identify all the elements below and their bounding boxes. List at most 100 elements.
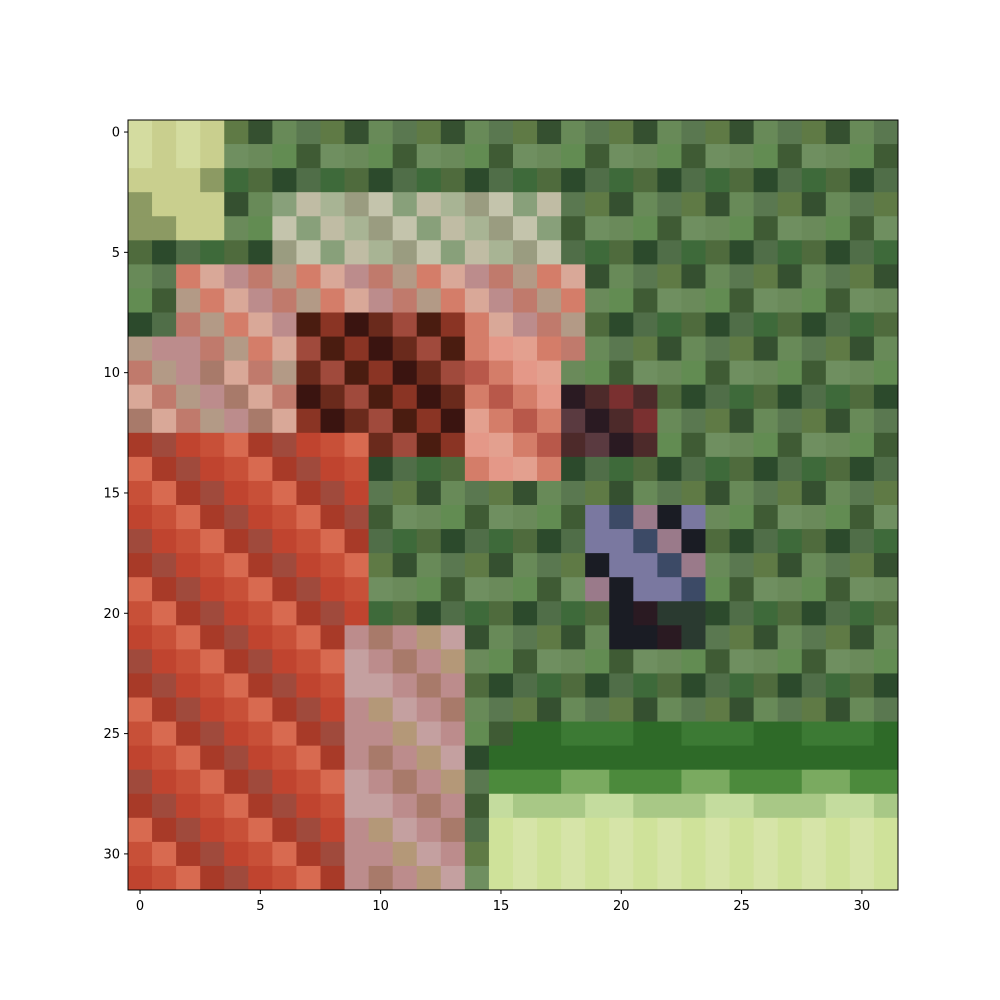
image-pixel (826, 818, 850, 842)
image-pixel (345, 481, 369, 505)
image-pixel (393, 361, 417, 385)
image-pixel (754, 385, 778, 409)
image-pixel (561, 457, 585, 481)
image-pixel (778, 144, 802, 168)
image-pixel (200, 288, 224, 312)
image-pixel (802, 866, 826, 890)
image-pixel (200, 240, 224, 264)
image-pixel (224, 818, 248, 842)
image-pixel (513, 577, 537, 601)
image-pixel (345, 577, 369, 601)
image-pixel (585, 313, 609, 337)
image-pixel (633, 385, 657, 409)
image-pixel (609, 192, 633, 216)
image-pixel (730, 746, 754, 770)
image-pixel (224, 794, 248, 818)
image-pixel (561, 625, 585, 649)
image-pixel (369, 433, 393, 457)
image-pixel (537, 866, 561, 890)
image-pixel (778, 120, 802, 144)
image-pixel (321, 409, 345, 433)
image-pixel (248, 264, 272, 288)
image-pixel (585, 168, 609, 192)
image-pixel (826, 457, 850, 481)
image-pixel (537, 529, 561, 553)
image-pixel (609, 264, 633, 288)
image-pixel (754, 313, 778, 337)
image-pixel (730, 192, 754, 216)
image-pixel (176, 818, 200, 842)
image-pixel (706, 625, 730, 649)
image-pixel (850, 529, 874, 553)
image-pixel (609, 313, 633, 337)
image-pixel (200, 192, 224, 216)
image-pixel (272, 168, 296, 192)
image-pixel (754, 216, 778, 240)
image-pixel (681, 264, 705, 288)
image-pixel (537, 625, 561, 649)
image-pixel (272, 601, 296, 625)
image-pixel (850, 673, 874, 697)
image-pixel (802, 313, 826, 337)
image-pixel (513, 529, 537, 553)
image-pixel (754, 601, 778, 625)
image-pixel (296, 216, 320, 240)
image-pixel (778, 529, 802, 553)
image-pixel (417, 601, 441, 625)
image-pixel (369, 144, 393, 168)
image-pixel (200, 649, 224, 673)
image-pixel (778, 505, 802, 529)
image-pixel (369, 698, 393, 722)
image-pixel (561, 866, 585, 890)
image-pixel (393, 625, 417, 649)
image-pixel (537, 288, 561, 312)
image-pixel (657, 216, 681, 240)
image-pixel (321, 313, 345, 337)
image-pixel (224, 192, 248, 216)
image-pixel (296, 649, 320, 673)
image-pixel (393, 505, 417, 529)
image-pixel (633, 842, 657, 866)
image-pixel (417, 240, 441, 264)
image-pixel (369, 457, 393, 481)
image-pixel (176, 505, 200, 529)
image-pixel (754, 457, 778, 481)
image-pixel (152, 553, 176, 577)
image-pixel (152, 746, 176, 770)
image-pixel (561, 120, 585, 144)
image-pixel (657, 288, 681, 312)
image-pixel (248, 553, 272, 577)
image-pixel (128, 264, 152, 288)
image-pixel (730, 433, 754, 457)
image-pixel (681, 866, 705, 890)
image-pixel (778, 698, 802, 722)
image-pixel (321, 601, 345, 625)
image-pixel (561, 673, 585, 697)
image-pixel (465, 288, 489, 312)
image-pixel (441, 192, 465, 216)
image-pixel (272, 313, 296, 337)
image-pixel (441, 144, 465, 168)
image-pixel (706, 794, 730, 818)
image-pixel (609, 673, 633, 697)
image-pixel (272, 409, 296, 433)
image-pixel (681, 529, 705, 553)
image-pixel (128, 433, 152, 457)
image-pixel (321, 842, 345, 866)
image-pixel (609, 794, 633, 818)
image-pixel (441, 457, 465, 481)
image-pixel (537, 144, 561, 168)
image-pixel (874, 337, 898, 361)
image-pixel (513, 361, 537, 385)
image-pixel (128, 216, 152, 240)
image-pixel (224, 842, 248, 866)
image-pixel (585, 457, 609, 481)
image-pixel (754, 240, 778, 264)
image-pixel (874, 192, 898, 216)
image-pixel (369, 192, 393, 216)
image-pixel (417, 818, 441, 842)
image-pixel (681, 168, 705, 192)
image-pixel (609, 866, 633, 890)
image-pixel (850, 433, 874, 457)
image-pixel (754, 673, 778, 697)
